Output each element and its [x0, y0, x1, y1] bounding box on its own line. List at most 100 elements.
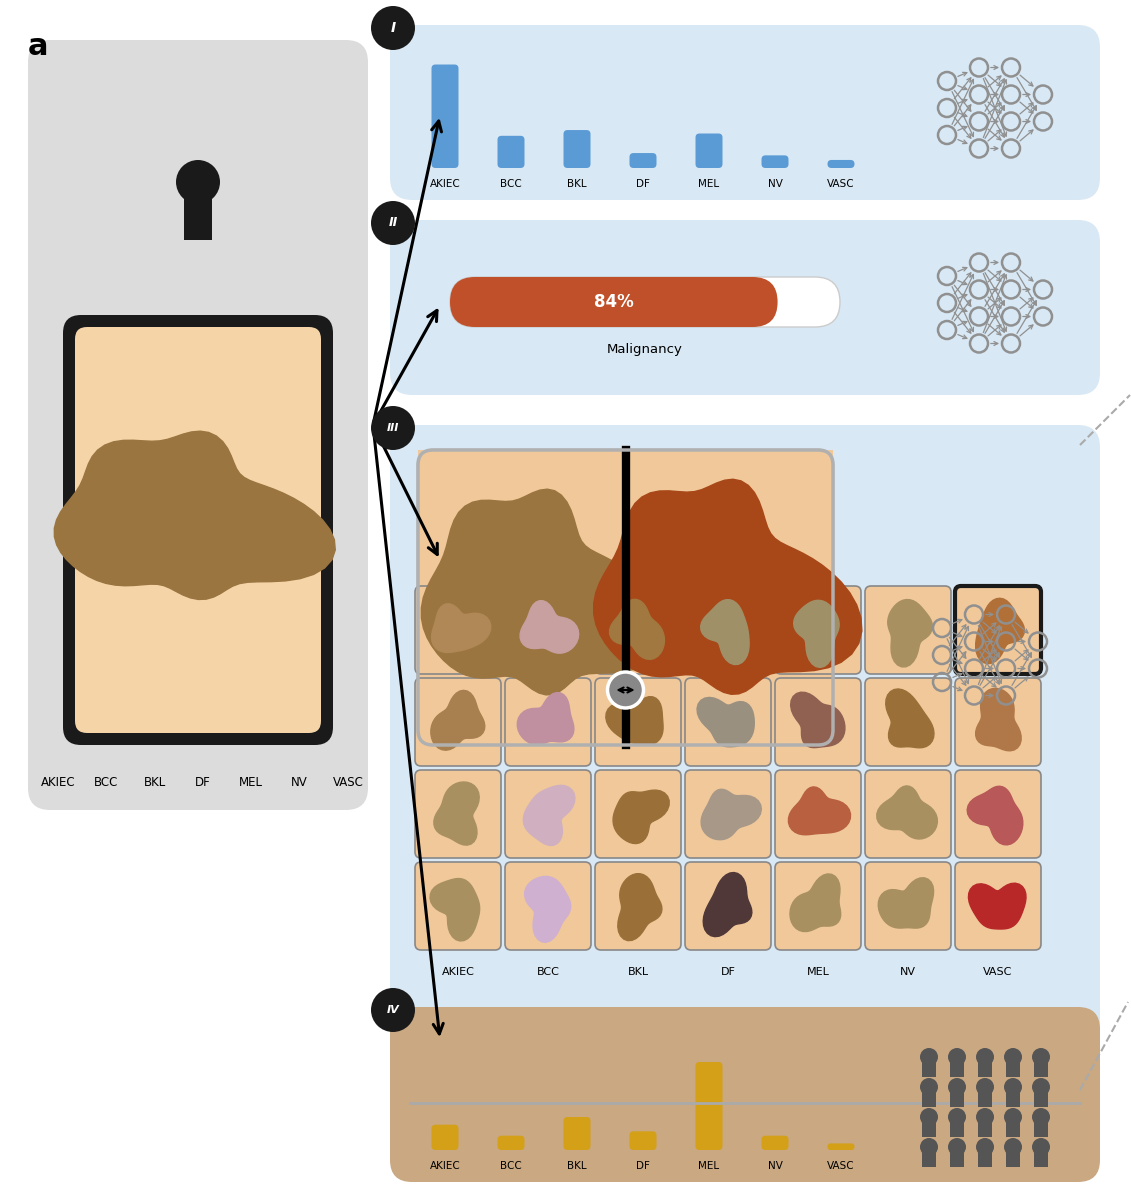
Polygon shape — [976, 689, 1021, 751]
FancyBboxPatch shape — [75, 326, 321, 733]
Circle shape — [948, 1048, 966, 1066]
Text: BKL: BKL — [628, 967, 648, 977]
Circle shape — [371, 200, 415, 245]
Polygon shape — [613, 790, 670, 844]
Text: MEL: MEL — [699, 179, 719, 188]
Text: MEL: MEL — [806, 967, 829, 977]
Text: AKIEC: AKIEC — [41, 775, 76, 788]
Circle shape — [1031, 1048, 1050, 1066]
FancyBboxPatch shape — [506, 678, 592, 766]
Text: VASC: VASC — [827, 179, 855, 188]
FancyBboxPatch shape — [865, 770, 951, 858]
Polygon shape — [794, 600, 839, 667]
Text: BCC: BCC — [536, 967, 560, 977]
FancyBboxPatch shape — [685, 586, 771, 674]
FancyBboxPatch shape — [418, 450, 834, 745]
FancyBboxPatch shape — [775, 770, 861, 858]
Bar — [1034, 1087, 1048, 1106]
FancyBboxPatch shape — [865, 586, 951, 674]
FancyBboxPatch shape — [28, 40, 368, 810]
Text: 84%: 84% — [594, 293, 633, 311]
FancyBboxPatch shape — [390, 25, 1100, 200]
Polygon shape — [888, 600, 932, 667]
Text: DF: DF — [196, 775, 210, 788]
Text: a: a — [28, 32, 49, 61]
Text: NV: NV — [900, 967, 916, 977]
Polygon shape — [422, 490, 664, 695]
FancyBboxPatch shape — [415, 862, 501, 950]
FancyBboxPatch shape — [450, 277, 840, 326]
Bar — [1005, 1087, 1020, 1106]
Circle shape — [371, 988, 415, 1032]
FancyBboxPatch shape — [432, 65, 458, 168]
Text: IV: IV — [387, 1006, 399, 1015]
Polygon shape — [431, 690, 485, 750]
Text: DF: DF — [636, 1162, 650, 1171]
FancyBboxPatch shape — [595, 586, 681, 674]
Circle shape — [371, 6, 415, 50]
FancyBboxPatch shape — [955, 770, 1041, 858]
Text: AKIEC: AKIEC — [430, 1162, 460, 1171]
Polygon shape — [967, 786, 1022, 845]
FancyBboxPatch shape — [415, 678, 501, 766]
FancyBboxPatch shape — [696, 133, 723, 168]
Text: MEL: MEL — [699, 1162, 719, 1171]
Polygon shape — [701, 790, 761, 840]
Circle shape — [976, 1048, 994, 1066]
Text: NV: NV — [768, 1162, 783, 1171]
Polygon shape — [789, 874, 840, 931]
Circle shape — [1004, 1078, 1022, 1096]
FancyBboxPatch shape — [506, 862, 592, 950]
Polygon shape — [54, 431, 335, 600]
FancyBboxPatch shape — [685, 678, 771, 766]
Bar — [1034, 1117, 1048, 1138]
Text: BKL: BKL — [144, 775, 166, 788]
Text: DF: DF — [720, 967, 735, 977]
FancyBboxPatch shape — [432, 1124, 458, 1150]
Polygon shape — [520, 601, 579, 653]
Bar — [950, 1147, 964, 1166]
FancyBboxPatch shape — [828, 160, 855, 168]
FancyBboxPatch shape — [415, 586, 501, 674]
Circle shape — [1004, 1138, 1022, 1156]
Bar — [922, 1117, 936, 1138]
Text: BKL: BKL — [567, 179, 587, 188]
Circle shape — [976, 1078, 994, 1096]
Text: AKIEC: AKIEC — [430, 179, 460, 188]
Bar — [950, 1117, 964, 1138]
FancyBboxPatch shape — [630, 154, 656, 168]
Bar — [184, 185, 211, 240]
FancyBboxPatch shape — [563, 1117, 590, 1150]
Bar — [978, 1117, 992, 1138]
Polygon shape — [618, 874, 662, 941]
Polygon shape — [606, 697, 663, 745]
Circle shape — [371, 406, 415, 450]
Polygon shape — [701, 600, 749, 665]
FancyBboxPatch shape — [775, 586, 861, 674]
FancyBboxPatch shape — [595, 678, 681, 766]
FancyBboxPatch shape — [865, 862, 951, 950]
Polygon shape — [610, 599, 664, 659]
Circle shape — [1004, 1108, 1022, 1126]
FancyBboxPatch shape — [415, 770, 501, 858]
FancyBboxPatch shape — [775, 862, 861, 950]
Bar — [1005, 1117, 1020, 1138]
Text: II: II — [388, 216, 398, 229]
Circle shape — [948, 1108, 966, 1126]
Circle shape — [176, 160, 221, 204]
Text: BCC: BCC — [500, 1162, 521, 1171]
Bar — [1005, 1057, 1020, 1078]
Polygon shape — [886, 689, 934, 748]
Circle shape — [920, 1078, 938, 1096]
Polygon shape — [976, 599, 1025, 664]
Bar — [922, 1147, 936, 1166]
Text: VASC: VASC — [983, 967, 1012, 977]
FancyBboxPatch shape — [506, 770, 592, 858]
FancyBboxPatch shape — [775, 678, 861, 766]
Polygon shape — [791, 692, 845, 748]
FancyBboxPatch shape — [955, 862, 1041, 950]
Text: Malignancy: Malignancy — [607, 342, 683, 355]
FancyBboxPatch shape — [685, 862, 771, 950]
FancyBboxPatch shape — [390, 425, 1100, 1085]
Polygon shape — [703, 872, 752, 937]
